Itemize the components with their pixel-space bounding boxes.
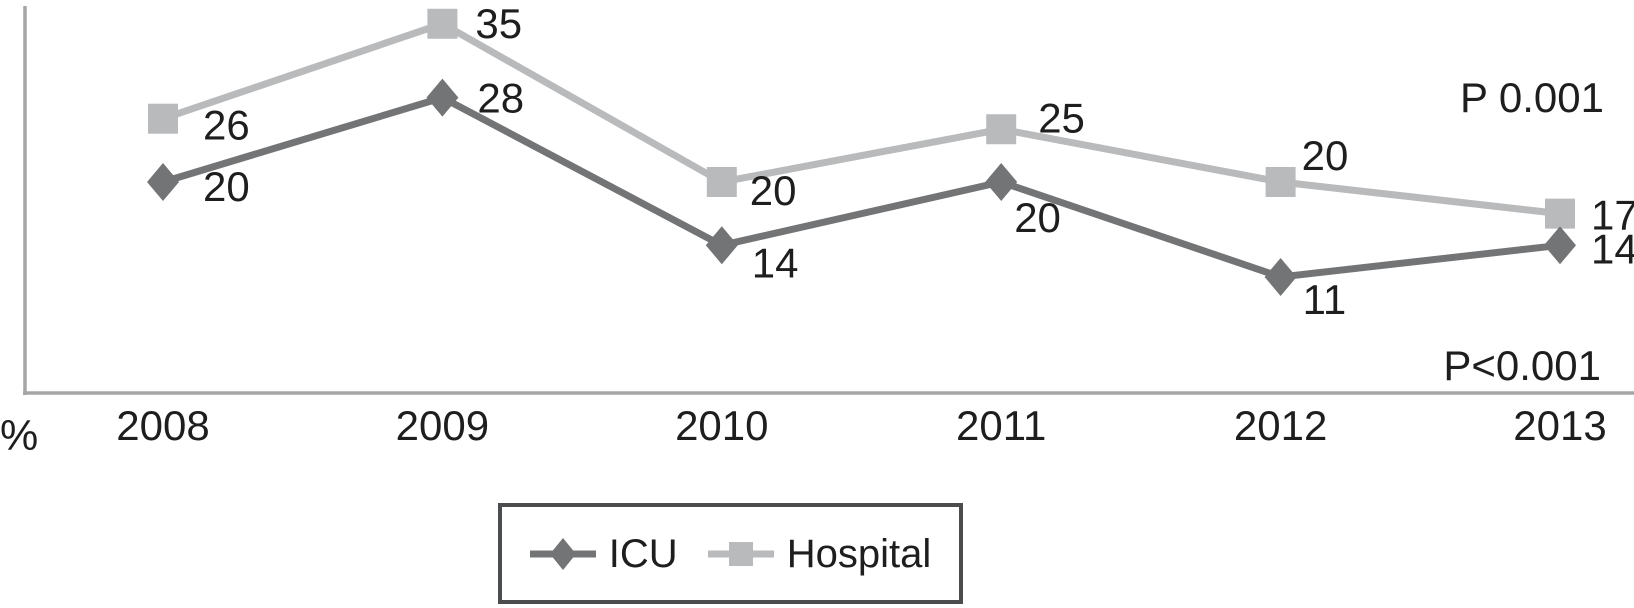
icu-line xyxy=(161,93,1561,281)
icu-marker-2008 xyxy=(147,163,179,201)
x-tick-label-2008: 2008 xyxy=(116,402,209,449)
legend-item-icu: ICU xyxy=(529,531,678,576)
hospital-marker-2009 xyxy=(427,8,458,39)
icu-marker-2010 xyxy=(705,226,738,265)
x-tick-label-2011: 2011 xyxy=(956,402,1046,449)
hospital-marker-2013 xyxy=(1545,198,1575,229)
icu-data-label-2012: 11 xyxy=(1303,276,1347,323)
icu-diamond-legend-icon xyxy=(529,537,596,570)
hospital-line xyxy=(161,19,1561,218)
hospital-data-label-2011: 25 xyxy=(1038,94,1085,141)
icu-marker-2009 xyxy=(426,78,459,117)
chart-legend: ICU Hospital xyxy=(498,503,963,604)
hospital-marker-2012 xyxy=(1265,167,1296,197)
icu-data-label-2010: 14 xyxy=(752,239,799,286)
legend-item-hospital: Hospital xyxy=(707,531,932,576)
icu-marker-2013 xyxy=(1544,226,1576,265)
legend-diamond-shape xyxy=(549,537,576,570)
hospital-data-label-2010: 20 xyxy=(750,167,797,214)
hospital-marker-2010 xyxy=(706,167,737,197)
hospital-data-label-2009: 35 xyxy=(475,0,522,47)
hospital-data-label-2008: 26 xyxy=(203,102,250,149)
x-tick-label-2013: 2013 xyxy=(1513,402,1606,449)
legend-label-icu: ICU xyxy=(608,531,678,576)
hospital-marker-2008 xyxy=(148,103,178,134)
p-value-annotation-bottom: P<0.001 xyxy=(1443,342,1601,389)
p-value-annotation-top: P 0.001 xyxy=(1460,74,1604,121)
x-tick-label-2012: 2012 xyxy=(1234,402,1327,449)
hospital-marker-2011 xyxy=(986,114,1017,145)
x-tick-label-2010: 2010 xyxy=(675,402,768,449)
y-axis-unit-label: % xyxy=(0,412,38,460)
icu-marker-2011 xyxy=(985,163,1018,201)
hospital-square-legend-icon xyxy=(707,541,774,566)
icu-marker-2012 xyxy=(1264,257,1297,296)
icu-data-label-2011: 20 xyxy=(1014,194,1061,241)
x-tick-label-2009: 2009 xyxy=(396,402,489,449)
icu-data-label-2008: 20 xyxy=(203,163,250,210)
legend-square-shape xyxy=(728,541,753,566)
hospital-data-label-2012: 20 xyxy=(1302,132,1349,179)
icu-data-label-2013: 14 xyxy=(1591,225,1634,272)
icu-data-label-2009: 28 xyxy=(477,75,524,122)
hospital-data-label-2013: 17 xyxy=(1591,192,1634,239)
legend-label-hospital: Hospital xyxy=(786,531,932,576)
